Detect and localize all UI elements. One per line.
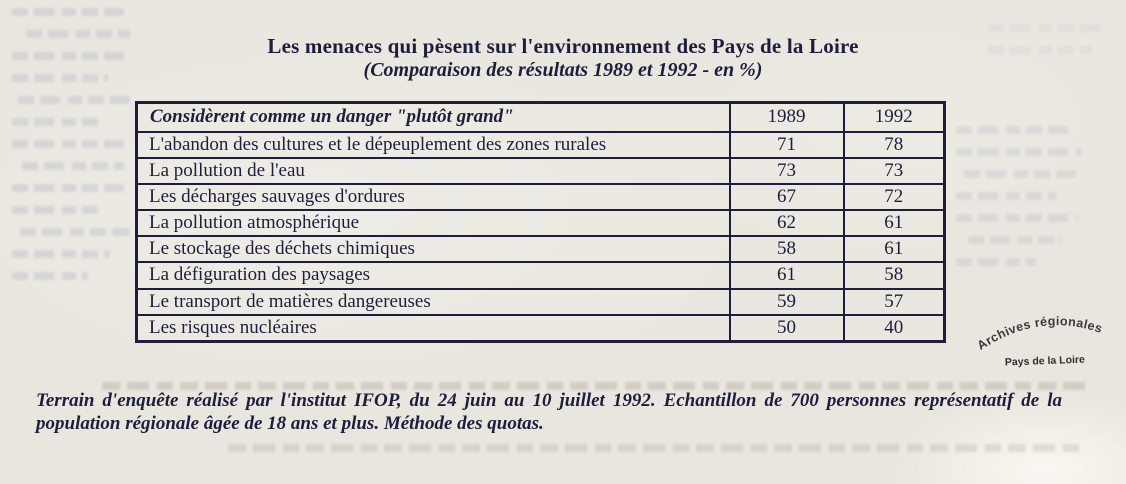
stamp-sub-text: Pays de la Loire — [1005, 354, 1085, 369]
value-1989: 71 — [728, 130, 845, 159]
value-1992: 40 — [842, 313, 946, 343]
value-1989: 58 — [728, 235, 845, 264]
bleed-through-line-lower — [228, 444, 1084, 466]
page-title: Les menaces qui pèsent sur l'environneme… — [267, 34, 859, 58]
value-1989: 62 — [728, 209, 845, 238]
value-1992: 78 — [842, 130, 946, 159]
value-1992: 61 — [842, 235, 946, 264]
threat-label: Le transport de matières dangereuses — [135, 287, 731, 316]
value-1992: 57 — [842, 287, 946, 316]
table-header-row: Considèrent comme un danger "plutôt gran… — [135, 101, 946, 133]
svg-text:Archives régionales: Archives régionales — [974, 312, 1105, 353]
year-column-header-1989: 1989 — [728, 101, 845, 133]
table-caption-cell: Considèrent comme un danger "plutôt gran… — [135, 101, 731, 133]
archives-stamp: Archives régionales Pays de la Loire — [974, 312, 1105, 369]
value-1989: 50 — [728, 313, 845, 343]
table-row: La défiguration des paysages 61 58 — [135, 261, 946, 290]
value-1992: 72 — [842, 182, 946, 212]
table-row: La pollution de l'eau 73 73 — [135, 156, 946, 185]
table-row: Le transport de matières dangereuses 59 … — [135, 287, 946, 316]
page-subtitle: (Comparaison des résultats 1989 et 1992 … — [363, 59, 763, 81]
threat-label: La pollution de l'eau — [135, 156, 731, 185]
threat-label: Les décharges sauvages d'ordures — [135, 182, 731, 212]
threat-label: La pollution atmosphérique — [135, 209, 731, 238]
table-row: Les risques nucléaires 50 40 — [135, 313, 946, 343]
value-1989: 59 — [728, 287, 845, 316]
value-1992: 58 — [842, 261, 946, 290]
table-row: Les décharges sauvages d'ordures 67 72 — [135, 182, 946, 212]
stamp-arc-text: Archives régionales — [974, 312, 1105, 353]
threat-label: Les risques nucléaires — [135, 313, 731, 343]
value-1989: 73 — [728, 156, 845, 185]
value-1989: 61 — [728, 261, 845, 290]
threat-label: Le stockage des déchets chimiques — [135, 235, 731, 264]
table-row: L'abandon des cultures et le dépeuplemen… — [135, 130, 946, 159]
bleed-through-text-right — [956, 126, 1088, 280]
value-1992: 61 — [842, 209, 946, 238]
threat-label: La défiguration des paysages — [135, 261, 731, 290]
table-row: La pollution atmosphérique 62 61 — [135, 209, 946, 238]
table-row: Le stockage des déchets chimiques 58 61 — [135, 235, 946, 264]
value-1989: 67 — [728, 182, 845, 212]
survey-results-table: Considèrent comme un danger "plutôt gran… — [135, 101, 946, 343]
value-1992: 73 — [842, 156, 946, 185]
survey-footnote: Terrain d'enquête réalisé par l'institut… — [36, 390, 1062, 434]
threat-label: L'abandon des cultures et le dépeuplemen… — [135, 130, 731, 159]
year-column-header-1992: 1992 — [842, 101, 946, 133]
